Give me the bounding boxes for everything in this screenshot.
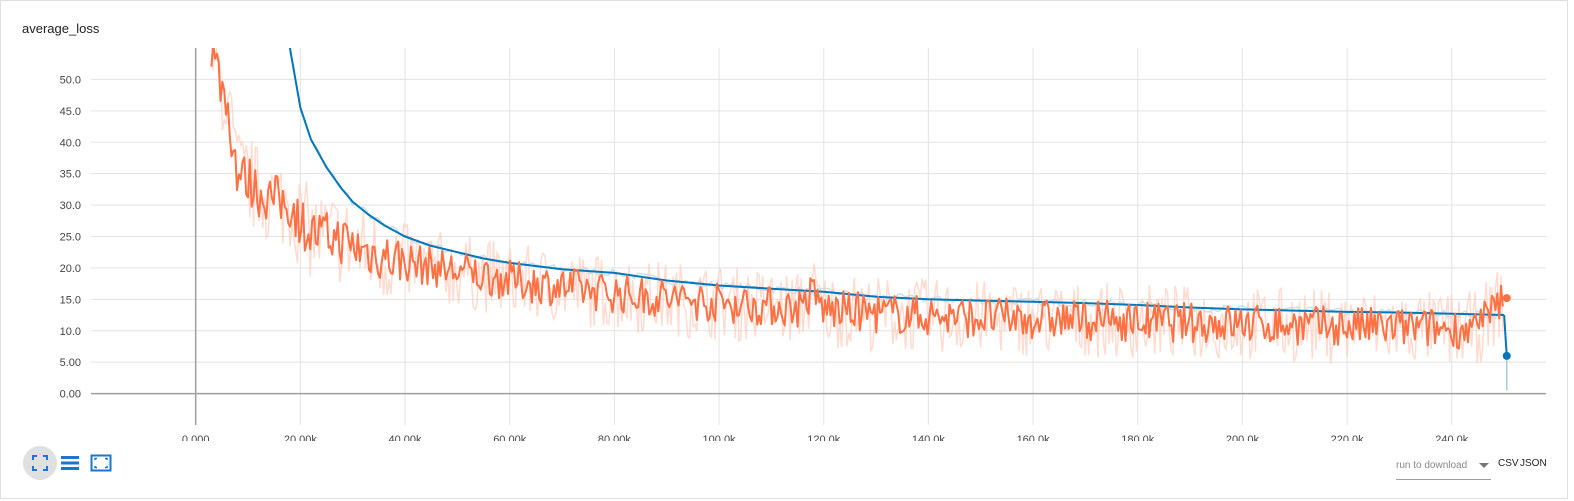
fullscreen-icon [32,455,48,471]
smoothed-series-line [210,48,1504,350]
y-tick-label: 25.0 [60,232,81,244]
y-tick-label: 45.0 [60,106,81,118]
fit-domain-button[interactable] [89,451,113,475]
x-tick-label: 80.00k [598,434,632,441]
x-tick-label: 240.0k [1435,434,1469,441]
x-tick-label: 120.0k [807,434,841,441]
x-tick-label: 20.00k [284,434,318,441]
y-tick-label: 30.0 [60,200,81,212]
y-tick-label: 5.00 [60,357,81,369]
csv-download-link[interactable]: CSV [1498,458,1519,469]
y-tick-label: 0.00 [60,389,81,401]
y-tick-label: 40.0 [60,137,81,149]
x-tick-label: 100.0k [703,434,737,441]
raw-series [211,48,1508,391]
tick-labels: 0.00 5.00 10.0 15.0 20.0 25.0 30.0 35.0 40.0 45.0… [60,74,1511,441]
list-icon [61,456,79,470]
expand-chart-button[interactable] [23,446,57,480]
x-tick-label: 160.0k [1017,434,1051,441]
chart-title: average_loss [22,21,100,36]
y-tick-label: 50.0 [60,74,81,86]
x-tick-label: 40.00k [389,434,423,441]
x-tick-label: 220.0k [1331,434,1365,441]
x-tick-label: 180.0k [1121,434,1155,441]
series-end-point [1502,294,1511,303]
smoothed-series [210,48,1508,356]
y-tick-label: 20.0 [60,263,81,275]
chevron-down-icon [1479,463,1489,468]
x-tick-label: 60.00k [493,434,527,441]
smoothed-series-line [288,48,1505,316]
run-to-download-placeholder: run to download [1396,460,1468,471]
line-chart[interactable]: 0.00 5.00 10.0 15.0 20.0 25.0 30.0 35.0 40.0 45.0… [1,1,1567,441]
y-tick-label: 35.0 [60,169,81,181]
y-tick-label: 15.0 [60,294,81,306]
x-tick-label: 200.0k [1226,434,1260,441]
json-download-link[interactable]: JSON [1520,458,1547,469]
axes [91,48,1546,425]
toggle-log-scale-button[interactable] [59,451,81,475]
fit-to-data-icon [90,454,112,472]
x-tick-label: 0.000 [182,434,210,441]
series-drop-line [1503,314,1508,356]
x-tick-label: 140.0k [912,434,946,441]
y-tick-label: 10.0 [60,326,81,338]
series-end-point [1502,351,1511,360]
run-to-download-select[interactable]: run to download [1396,457,1491,480]
